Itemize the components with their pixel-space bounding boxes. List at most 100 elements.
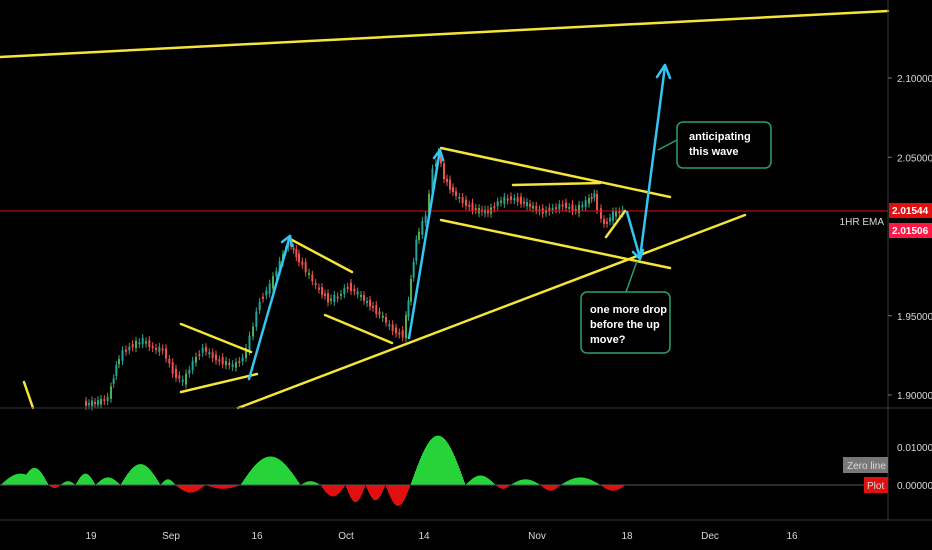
histogram-bar — [117, 482, 118, 485]
flag1-bottom-line[interactable] — [179, 372, 259, 394]
histogram-bar — [352, 485, 353, 501]
zero-line-tag-text: Zero line — [847, 461, 886, 472]
candle-body — [609, 217, 611, 222]
histogram-bar — [432, 438, 433, 485]
histogram-bar — [373, 485, 374, 500]
histogram-bar — [311, 481, 312, 485]
candle-body — [363, 295, 365, 301]
histogram-bar — [142, 464, 143, 485]
flag2-bottom-line[interactable] — [323, 313, 394, 345]
histogram-bar — [218, 485, 219, 489]
histogram-bar — [478, 475, 479, 485]
time-tick-label: Dec — [701, 531, 719, 542]
histogram-bar — [219, 485, 220, 489]
histogram-bar — [407, 485, 408, 493]
histogram-bar — [92, 479, 93, 485]
histogram-bar — [24, 477, 25, 485]
flag2-top-line[interactable] — [290, 238, 354, 274]
histogram-bar — [200, 485, 201, 489]
histogram-bar — [115, 480, 116, 485]
histogram-bar — [257, 462, 258, 485]
histogram-bar — [156, 478, 157, 485]
range-top-line[interactable] — [511, 181, 602, 187]
histogram-bar — [386, 485, 387, 488]
histogram-bar — [497, 485, 498, 487]
histogram-bar — [522, 479, 523, 485]
small-projection-line[interactable] — [604, 209, 627, 239]
histogram-bar — [489, 479, 490, 485]
histogram-bar — [534, 481, 535, 485]
histogram-bar — [412, 479, 413, 485]
histogram-bar — [47, 483, 48, 485]
histogram-bar — [101, 479, 102, 485]
histogram-bar — [324, 485, 325, 491]
histogram-bar — [487, 477, 488, 485]
annotation-line: anticipating — [689, 131, 751, 143]
histogram-bar — [346, 485, 347, 488]
histogram-bar — [491, 481, 492, 485]
histogram-bar — [334, 485, 335, 497]
arrow-1[interactable] — [247, 234, 292, 381]
price-axis[interactable]: 2.10000 2.05000 1.95000 1.90000 — [888, 74, 932, 402]
candle-body — [424, 215, 427, 223]
histogram-bar — [234, 485, 235, 487]
histogram-bar — [419, 460, 420, 485]
histogram-bar — [445, 440, 446, 485]
arrow-2[interactable] — [407, 148, 442, 340]
histogram-bar — [109, 477, 110, 485]
histogram-bar — [590, 479, 591, 485]
arrow-3-down[interactable] — [625, 210, 642, 260]
indicator-tick-label: 0.00000 — [897, 481, 932, 492]
candle-body — [391, 324, 394, 332]
histogram-bar — [118, 483, 119, 485]
histogram-bar — [321, 485, 322, 487]
histogram-bar — [98, 482, 99, 485]
histogram-bar — [517, 481, 518, 485]
annotation-one-more-drop[interactable]: one more drop before the up move? — [580, 260, 671, 354]
histogram-bar — [575, 477, 576, 485]
flag1-top-line[interactable] — [179, 322, 253, 354]
histogram-bar — [364, 485, 365, 488]
histogram-bar — [616, 485, 617, 491]
histogram-bar — [480, 475, 481, 485]
histogram-bar — [182, 485, 183, 491]
candle-body — [188, 369, 191, 374]
candle-body — [440, 154, 442, 164]
indicator-axis[interactable]: 0.01000 0.00000 — [897, 443, 932, 492]
histogram-bar — [285, 464, 286, 485]
histogram-bar — [484, 476, 485, 485]
wedge-bottom-line[interactable] — [439, 218, 672, 270]
histogram-bar — [501, 485, 502, 489]
histogram-bar — [586, 478, 587, 485]
histogram-bar — [198, 485, 199, 491]
arrow-4-up[interactable] — [638, 64, 667, 260]
candle-body — [578, 204, 580, 214]
upper-long-trendline[interactable] — [0, 9, 890, 59]
histogram-bar — [294, 476, 295, 485]
histogram-bar — [395, 485, 396, 505]
histogram-bar — [254, 465, 255, 485]
histogram-bar — [421, 455, 422, 485]
time-axis[interactable]: 19 Sep 16 Oct 14 Nov 18 Dec 16 — [85, 531, 798, 542]
histogram-bar — [476, 476, 477, 485]
candle-body — [333, 294, 336, 302]
candle-body — [407, 300, 410, 317]
histogram-bar — [143, 464, 144, 485]
annotation-anticipating[interactable]: anticipating this wave — [657, 121, 772, 169]
histogram-bar — [290, 470, 291, 485]
histogram-bar — [26, 474, 27, 485]
histogram-bar — [584, 477, 585, 485]
rising-support-trendline[interactable] — [236, 213, 747, 410]
histogram-bar — [582, 477, 583, 485]
candle-body — [421, 220, 424, 235]
histogram-bar — [332, 485, 333, 497]
left-trendline[interactable] — [22, 380, 35, 410]
histogram-bar — [29, 470, 30, 485]
histogram-bar — [44, 477, 45, 485]
histogram-bar — [390, 485, 391, 498]
candle-body — [558, 204, 561, 210]
histogram-bar — [51, 485, 52, 488]
wedge-top-line[interactable] — [439, 146, 672, 199]
candle-body — [301, 261, 304, 265]
